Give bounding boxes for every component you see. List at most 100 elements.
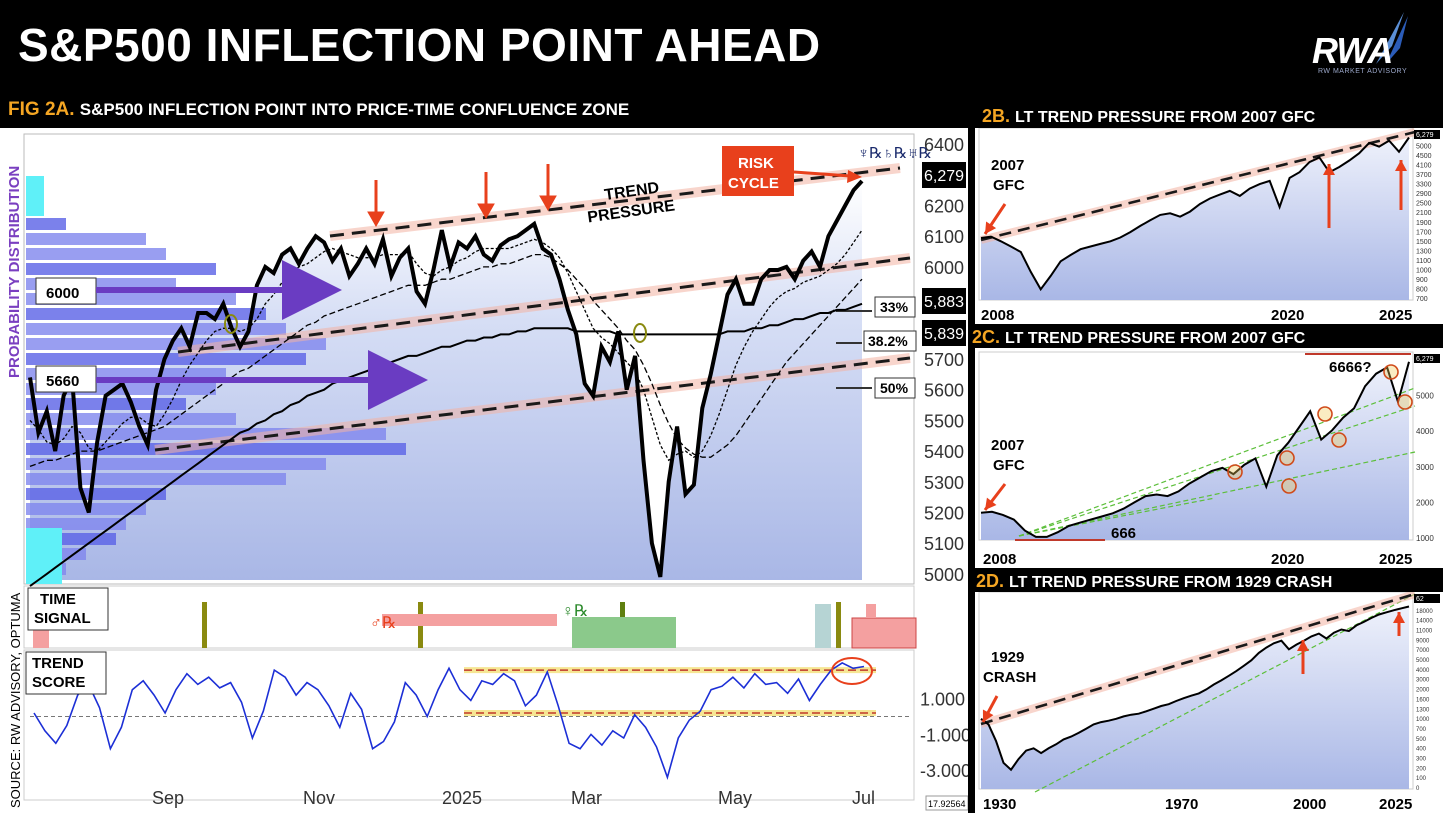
astro-top-glyphs: ♆℞♄℞♅℞	[858, 145, 932, 162]
page-title: S&P500 INFLECTION POINT AHEAD	[18, 19, 821, 71]
fig2b-prefix: 2B.	[982, 106, 1011, 126]
y-tick-label: 5000	[1416, 144, 1432, 151]
fib-33-box	[874, 296, 916, 318]
distribution-bar-cyan	[26, 176, 44, 216]
x-tick-label: May	[718, 788, 752, 808]
red-arrow-head	[1395, 160, 1407, 171]
trend-score-frame	[23, 649, 915, 801]
y-tick-label: 4100	[1416, 163, 1432, 170]
time-signal-label-1: TIME	[40, 591, 76, 608]
mars-retrograde-label: ♂℞	[370, 615, 396, 632]
x-tick-label: Jul	[852, 788, 875, 808]
last-price-tag	[1414, 354, 1440, 363]
event-label-2: GFC	[993, 177, 1025, 194]
y-tick-label: 7000	[1416, 648, 1430, 654]
label-5660: 5660	[46, 373, 79, 390]
fib-382-label: 38.2%	[868, 333, 908, 349]
label-6000-box	[35, 277, 97, 305]
cycle-circle	[224, 314, 238, 334]
y-tick-label: 300	[1416, 756, 1427, 762]
distribution-bar	[26, 518, 126, 530]
x-tick-label: 2025	[1379, 307, 1412, 324]
risk-cycle-label-1: RISK	[738, 155, 774, 172]
y-tick-label: 500	[1416, 737, 1427, 743]
fig2c-prefix: 2C.	[972, 327, 1001, 347]
y-tick-label: 2100	[1416, 210, 1432, 217]
x-tick-label: Mar	[571, 788, 602, 808]
distribution-bar	[26, 413, 236, 425]
price-tag-5839-label: 5,839	[924, 326, 964, 343]
fib-50-label: 50%	[880, 380, 909, 396]
price-series-1	[29, 229, 863, 462]
y-tick-label: 1900	[1416, 220, 1432, 227]
support-line	[1018, 497, 1216, 537]
pivot-circle	[1397, 394, 1413, 410]
y-tick-label: 5200	[924, 503, 964, 523]
y-tick-label: 700	[1416, 296, 1428, 303]
mars-rx-window	[382, 614, 557, 626]
trend-score-group: 1.000 -1.000 -3.000	[30, 657, 971, 781]
target-label: 6666?	[1329, 359, 1372, 376]
risk-cycle-arrow-head	[847, 170, 862, 183]
red-arrow-head	[1323, 164, 1335, 175]
y-tick-label: 700	[1416, 727, 1427, 733]
support-line	[1018, 405, 1416, 537]
x-tick-label: 2000	[1293, 796, 1326, 813]
y-tick-label: 800	[1416, 286, 1428, 293]
x-tick-label: Sep	[152, 788, 184, 808]
logo-text: RWA	[1312, 30, 1393, 71]
time-signal-label-box	[27, 587, 109, 631]
fig2a-chart: 6400630062006100600059005800570056005500…	[6, 133, 971, 811]
y-tick-label: 3300	[1416, 182, 1432, 189]
y-tick-label: 6400	[924, 135, 964, 155]
fig2c-title: 2C. LT TREND PRESSURE FROM 2007 GFC	[972, 327, 1305, 348]
fig2a-panel: 6400630062006100600059005800570056005500…	[0, 128, 971, 813]
fig2c-panel: 6,279500040003000200010006,2792008202020…	[975, 348, 1443, 568]
y-tick-label: 1000	[1416, 534, 1434, 543]
y-tick-label: 5000	[1416, 658, 1430, 664]
x-tick-label: 1970	[1165, 796, 1198, 813]
x-tick-label: 2025	[1379, 551, 1412, 568]
y-tick-label: 1700	[1416, 229, 1432, 236]
event-label-2: CRASH	[983, 669, 1036, 686]
risk-cycle-arrow	[793, 170, 851, 178]
cycle-circle	[633, 323, 647, 343]
fig2a-prefix: FIG 2A.	[8, 99, 75, 120]
y-tick-label: 1500	[1416, 239, 1432, 246]
y-tick-label: 400	[1416, 747, 1427, 753]
price-series-2	[29, 253, 863, 468]
price-tag-last	[922, 162, 966, 188]
y-tick-label: 0	[1416, 786, 1420, 792]
x-tick-label: 2025	[1379, 796, 1412, 813]
probability-distribution-label: PROBABILITY DISTRIBUTION	[6, 166, 23, 378]
pivot-circle	[1317, 406, 1333, 422]
y-tick-label: 18000	[1416, 609, 1433, 615]
price-tag-5839	[922, 320, 966, 346]
red-arrow-head	[1393, 612, 1405, 623]
y-tick-label: 3700	[1416, 172, 1432, 179]
price-plot-frame	[23, 133, 915, 585]
y-tick-label: 3000	[1416, 678, 1430, 684]
price-series-0	[28, 179, 864, 578]
y-tick-label: 5000	[924, 565, 964, 585]
y-tick-label: 4000	[1416, 668, 1430, 674]
y-tick-label: 14000	[1416, 619, 1433, 625]
channel-line	[177, 256, 911, 354]
fig2b-title-text: LT TREND PRESSURE FROM 2007 GFC	[1015, 109, 1316, 126]
risk-cycle-box	[722, 146, 794, 196]
score-y-tick: -1.000	[920, 725, 968, 745]
low-label: 666	[1111, 525, 1136, 542]
label-5660-box	[35, 365, 97, 393]
corner-readout: 17.92564	[928, 799, 966, 809]
pivot-circle	[1383, 364, 1399, 380]
signal-window	[33, 630, 49, 648]
distribution-bar	[26, 263, 216, 275]
fig2c-chart: 6,279500040003000200010006,2792008202020…	[978, 351, 1440, 568]
y-tick-label: 6200	[924, 197, 964, 217]
x-tick-label: 2008	[983, 551, 1016, 568]
y-tick-label: 5500	[924, 411, 964, 431]
fib-33-label: 33%	[880, 299, 909, 315]
last-price-tag-label: 6,279	[1416, 132, 1434, 139]
x-tick-label: 2020	[1271, 551, 1304, 568]
fib-382-box	[863, 330, 917, 352]
